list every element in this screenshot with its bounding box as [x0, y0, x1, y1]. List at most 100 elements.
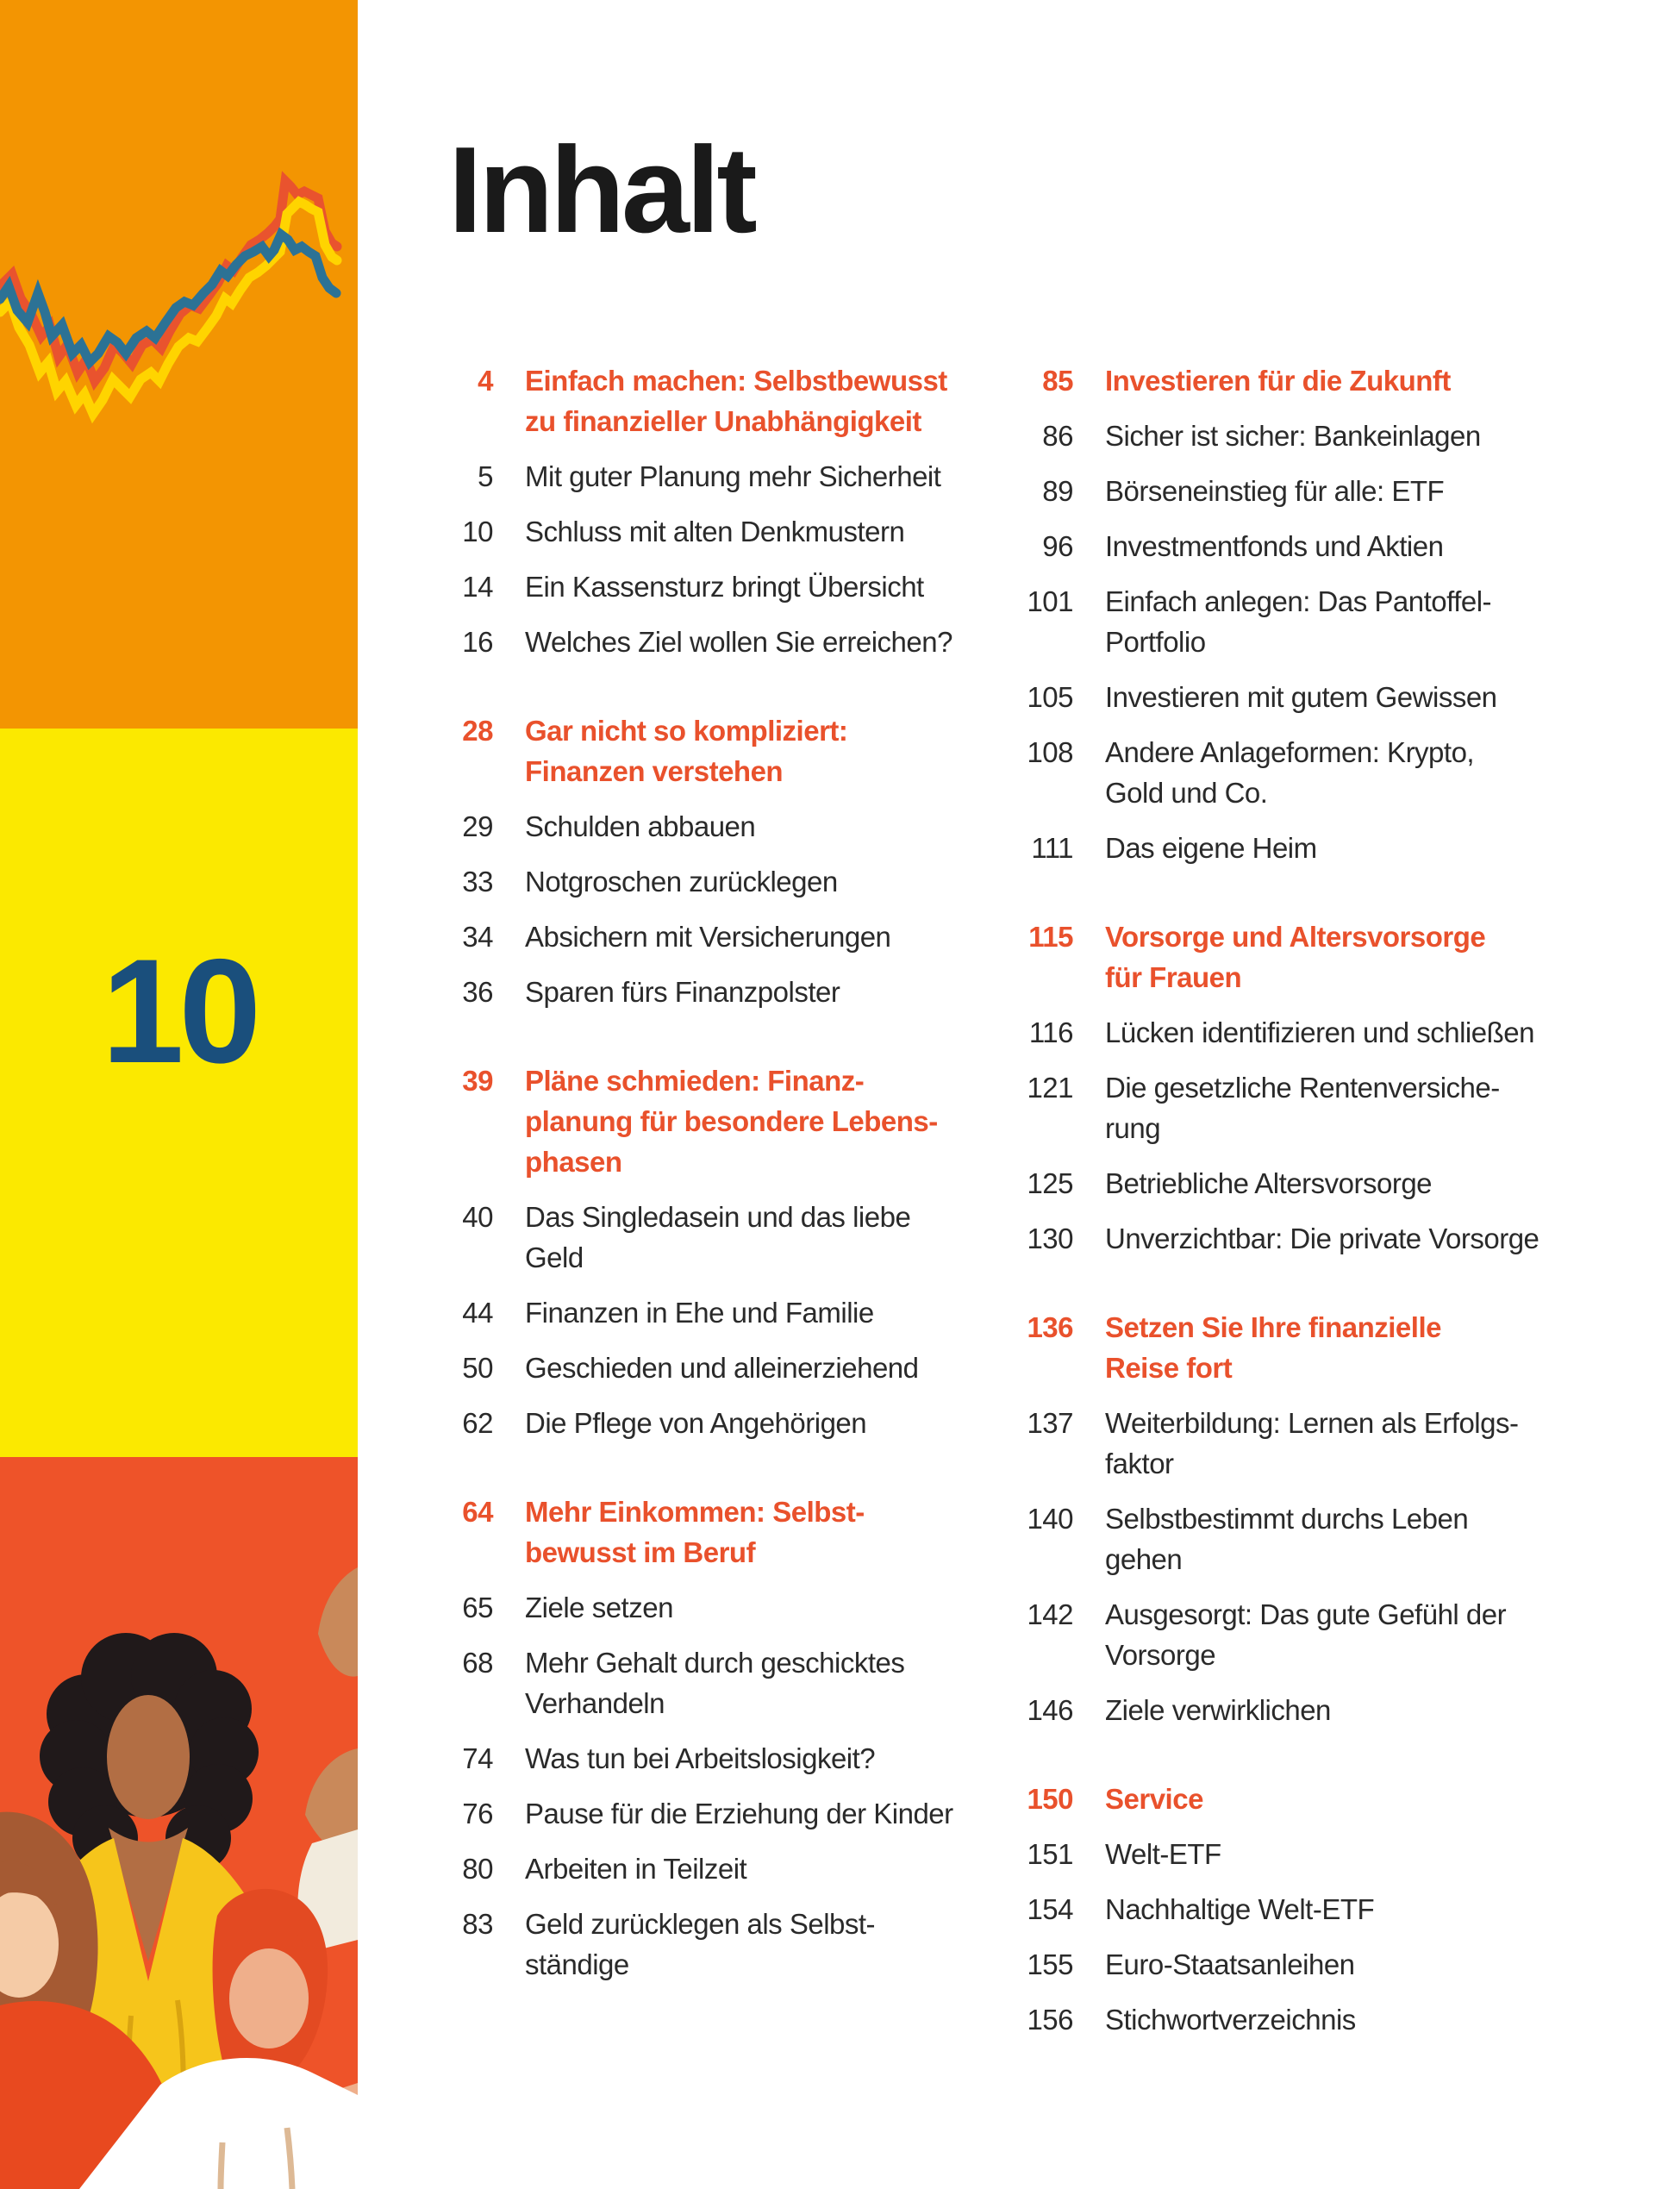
entry-page-number: 136 — [1027, 1311, 1073, 1343]
entry-title: Mit guter Planung mehr Sicherheit — [525, 460, 941, 492]
toc-entry-row: 14 Ein Kassensturz bringt Übersicht — [448, 566, 931, 607]
toc-entry-row: 74 Was tun bei Arbeitslosigkeit? — [448, 1738, 931, 1779]
entry-page-number: 40 — [462, 1201, 493, 1233]
toc-section-row: 136 Setzen Sie Ihre finanzielle Reise for… — [991, 1307, 1595, 1388]
entry-title: Was tun bei Arbeitslosigkeit? — [525, 1742, 876, 1774]
toc-entry-row: 125 Betriebliche Altersvorsorge — [991, 1163, 1595, 1204]
entry-page-number: 76 — [462, 1798, 493, 1829]
toc-entry-row: 142 Ausgesorgt: Das gute Gefühl der Vorso… — [991, 1594, 1595, 1675]
entry-title: Mehr Einkommen: Selbst- bewusst im Beruf — [525, 1496, 865, 1568]
toc-entry-row: 96 Investmentfonds und Aktien — [991, 526, 1595, 566]
toc-entry-row: 50 Geschieden und alleinerziehend — [448, 1348, 931, 1388]
entry-title: Selbstbestimmt durchs Leben gehen — [1105, 1503, 1469, 1575]
entry-title: Das Singledasein und das liebe Geld — [525, 1201, 911, 1273]
contents-main: Inhalt 4 Einfach machen: Selbstbewusst zu… — [358, 0, 1680, 2055]
sidebar-block-red — [0, 1457, 358, 2189]
entry-title: Setzen Sie Ihre finanzielle Reise fort — [1105, 1311, 1441, 1384]
entry-title: Finanzen in Ehe und Familie — [525, 1297, 874, 1329]
toc-entry-row: 68 Mehr Gehalt durch geschicktes Verhande… — [448, 1642, 931, 1723]
center-woman-neck — [109, 1828, 188, 1961]
entry-page-number: 4 — [478, 365, 493, 397]
dress-seam-line — [217, 2142, 226, 2189]
entry-page-number: 116 — [1028, 1016, 1074, 1048]
toc-entry-row: 5 Mit guter Planung mehr Sicherheit — [448, 456, 941, 497]
sidebar-block-yellow: 10 — [0, 729, 358, 1457]
toc-entry-row: 105 Investieren mit gutem Gewissen — [991, 677, 1595, 717]
entry-title: Arbeiten in Teilzeit — [525, 1853, 747, 1885]
toc-columns: 4 Einfach machen: Selbstbewusst zu finanz… — [448, 360, 1680, 2055]
toc-section-row: 85 Investieren für die Zukunft — [991, 360, 1595, 401]
entry-title: Weiterbildung: Lernen als Erfolgs- fakto… — [1105, 1407, 1519, 1479]
entry-title: Andere Anlageformen: Krypto, Gold und Co… — [1105, 736, 1475, 809]
toc-entry-row: 130 Unverzichtbar: Die private Vorsorge — [991, 1218, 1595, 1259]
dress-seam-line — [284, 2127, 296, 2189]
entry-title: Die gesetzliche Rentenversiche- rung — [1105, 1072, 1500, 1144]
sidebar-block-orange — [0, 0, 358, 729]
entry-page-number: 96 — [1042, 530, 1073, 562]
toc-entry-row: 65 Ziele setzen — [448, 1587, 931, 1628]
toc-entry-row: 140 Selbstbestimmt durchs Leben gehen — [991, 1498, 1595, 1579]
entry-title: Notgroschen zurücklegen — [525, 866, 838, 897]
entry-title: Absichern mit Versicherungen — [525, 921, 891, 953]
entry-page-number: 89 — [1042, 475, 1073, 507]
toc-entry-row: 154 Nachhaltige Welt-ETF — [991, 1889, 1595, 1929]
toc-entry-row: 80 Arbeiten in Teilzeit — [448, 1848, 931, 1889]
toc-entry-row: 137 Weiterbildung: Lernen als Erfolgs- fa… — [991, 1403, 1595, 1484]
women-illustration — [0, 1457, 358, 2189]
entry-page-number: 108 — [1027, 736, 1073, 768]
toc-section-row: 150 Service — [991, 1779, 1595, 1819]
toc-column-2: 85 Investieren für die Zukunft 86 Sicher is… — [991, 360, 1595, 2055]
left-woman-face — [0, 1891, 59, 1998]
entry-page-number: 86 — [1042, 420, 1073, 452]
center-woman-face — [107, 1695, 190, 1819]
toc-section-row: 115 Vorsorge und Altersvorsorge für Fraue… — [991, 916, 1595, 998]
color-sidebar: 10 — [0, 0, 358, 2189]
toc-entry-row: 101 Einfach anlegen: Das Pantoffel- Portf… — [991, 581, 1595, 662]
entry-title: Sicher ist sicher: Bankeinlagen — [1105, 420, 1481, 452]
entry-page-number: 115 — [1028, 921, 1073, 953]
toc-entry-row: 108 Andere Anlageformen: Krypto, Gold und… — [991, 732, 1595, 813]
entry-title: Ziele setzen — [525, 1592, 673, 1623]
entry-page-number: 65 — [462, 1592, 493, 1623]
entry-title: Nachhaltige Welt-ETF — [1105, 1893, 1375, 1925]
toc-entry-row: 62 Die Pflege von Angehörigen — [448, 1403, 931, 1443]
toc-entry-row: 33 Notgroschen zurücklegen — [448, 861, 931, 902]
entry-page-number: 50 — [462, 1352, 493, 1384]
toc-entry-row: 121 Die gesetzliche Rentenversiche- rung — [991, 1067, 1595, 1148]
entry-title: Einfach machen: Selbstbewusst zu finanzi… — [525, 365, 947, 437]
entry-page-number: 150 — [1027, 1783, 1073, 1815]
toc-entry-row: 116 Lücken identifizieren und schließen — [991, 1012, 1595, 1053]
toc-entry-row: 111 Das eigene Heim — [991, 828, 1595, 868]
entry-title: Mehr Gehalt durch geschicktes Verhandeln — [525, 1647, 905, 1719]
toc-section-row: 28 Gar nicht so kompliziert: Finanzen ver… — [448, 710, 931, 791]
entry-title: Welches Ziel wollen Sie erreichen? — [525, 626, 952, 658]
arm-shape — [318, 1567, 358, 1677]
entry-title: Geld zurücklegen als Selbst- ständige — [525, 1908, 876, 1980]
toc-entry-row: 36 Sparen fürs Finanzpolster — [448, 972, 931, 1012]
entry-page-number: 64 — [462, 1496, 493, 1528]
entry-title: Investieren für die Zukunft — [1105, 365, 1451, 397]
toc-section-row: 4 Einfach machen: Selbstbewusst zu finanz… — [448, 360, 947, 441]
right-woman-face — [229, 1948, 309, 2048]
toc-entry-row: 29 Schulden abbauen — [448, 806, 931, 847]
entry-title: Vorsorge und Altersvorsorge für Frauen — [1105, 921, 1486, 993]
entry-page-number: 16 — [462, 626, 493, 658]
entry-title: Schulden abbauen — [525, 810, 756, 842]
entry-page-number: 154 — [1027, 1893, 1073, 1925]
entry-title: Die Pflege von Angehörigen — [525, 1407, 867, 1439]
toc-entry-row: 34 Absichern mit Versicherungen — [448, 916, 931, 957]
chart-line-yellow — [0, 196, 342, 424]
entry-page-number: 80 — [462, 1853, 493, 1885]
entry-title: Euro-Staatsanleihen — [1105, 1948, 1355, 1980]
entry-page-number: 5 — [478, 460, 493, 492]
entry-title: Gar nicht so kompliziert: Finanzen verst… — [525, 715, 848, 787]
entry-title: Schluss mit alten Denkmustern — [525, 516, 905, 547]
toc-column-1: 4 Einfach machen: Selbstbewusst zu finanz… — [448, 360, 953, 2055]
entry-title: Lücken identifizieren und schließen — [1105, 1016, 1534, 1048]
entry-title: Börseneinstieg für alle: ETF — [1105, 475, 1445, 507]
entry-page-number: 125 — [1027, 1167, 1073, 1199]
toc-entry-row: 151 Welt-ETF — [991, 1834, 1595, 1874]
page-title: Inhalt — [448, 122, 758, 259]
entry-title: Geschieden und alleinerziehend — [525, 1352, 919, 1384]
